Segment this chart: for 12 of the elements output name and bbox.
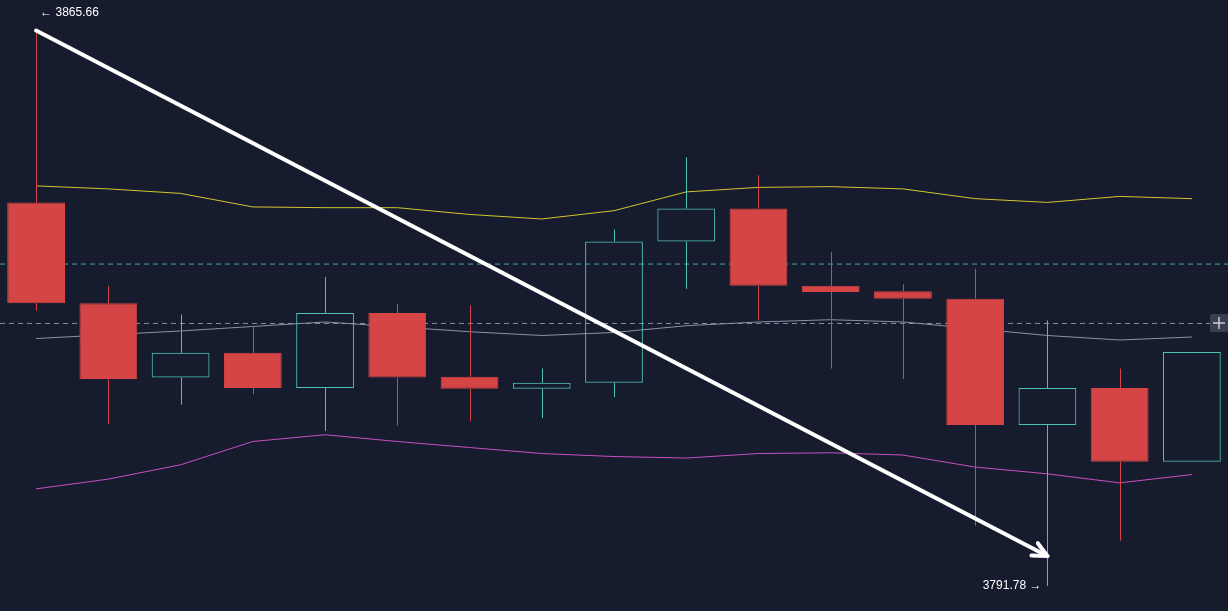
candlestick [440,304,499,422]
candlestick [79,285,138,425]
candlestick [874,283,932,380]
candlestick [7,30,66,312]
candlestick [729,174,788,321]
candlestick [946,268,1005,527]
candlestick [1090,368,1149,542]
candlestick [801,251,860,370]
text: ← 3865.66 [40,4,100,19]
candlestick [223,325,282,395]
candlestick [368,303,427,427]
annotation: 3791.78 → [982,578,1042,593]
